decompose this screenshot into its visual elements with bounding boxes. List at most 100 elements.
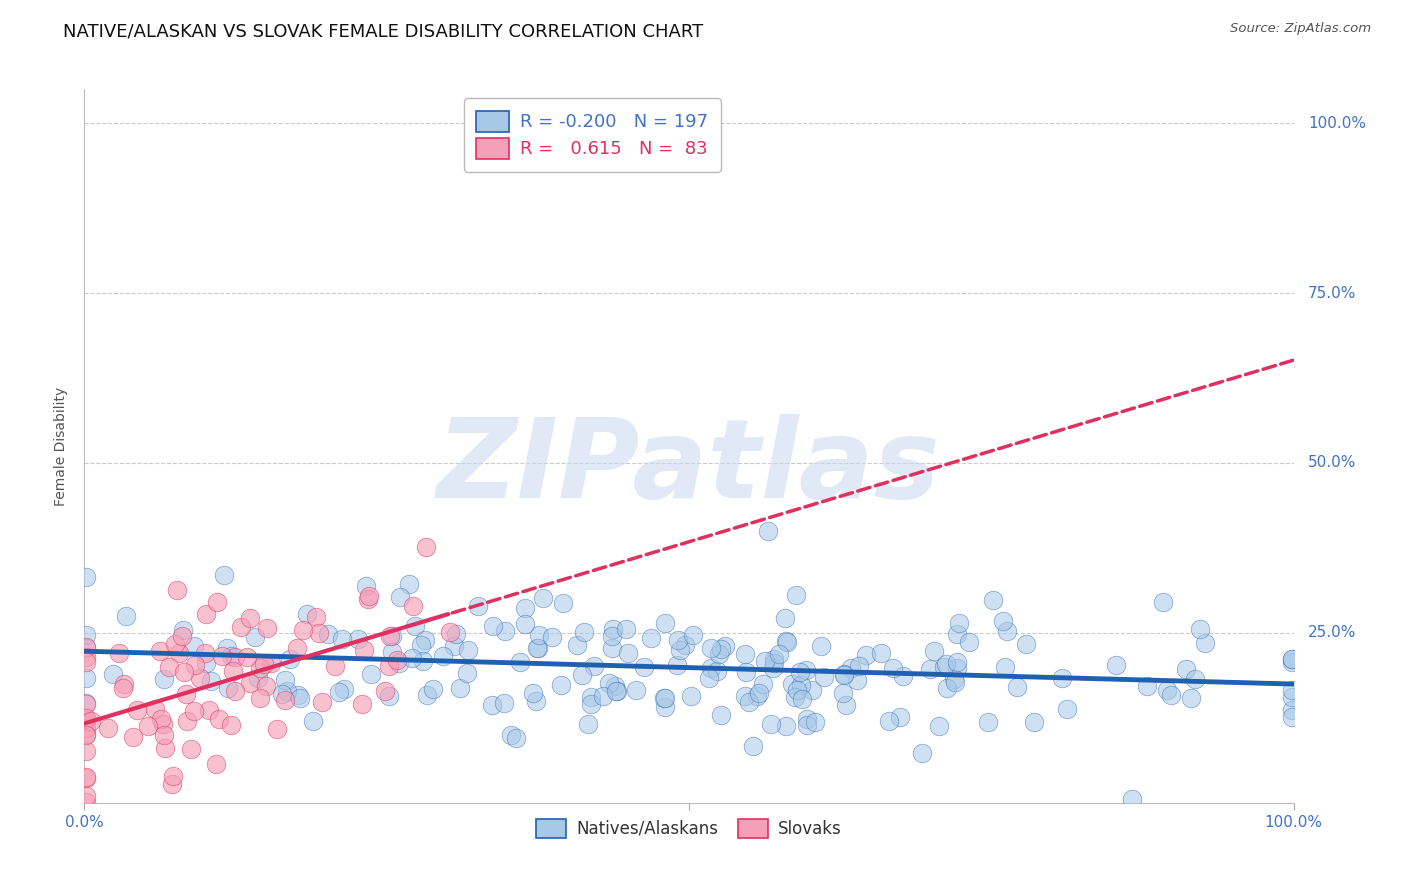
Point — [845, 673, 868, 687]
Point — [948, 616, 970, 631]
Text: 25.0%: 25.0% — [1308, 625, 1357, 640]
Point — [432, 649, 454, 664]
Point — [249, 691, 271, 706]
Point — [194, 647, 217, 661]
Point — [1022, 715, 1045, 730]
Point — [1175, 662, 1198, 676]
Point — [666, 658, 689, 673]
Point — [160, 777, 183, 791]
Point — [205, 756, 228, 771]
Point — [122, 730, 145, 744]
Point — [211, 649, 233, 664]
Point — [350, 697, 373, 711]
Point — [505, 731, 527, 745]
Point — [626, 682, 648, 697]
Point — [357, 589, 380, 603]
Point — [752, 677, 775, 691]
Point — [256, 621, 278, 635]
Point — [75, 570, 97, 584]
Point — [194, 607, 217, 621]
Point — [149, 643, 172, 657]
Point — [617, 646, 640, 660]
Point — [794, 664, 817, 678]
Point — [112, 681, 135, 696]
Point — [531, 591, 554, 606]
Point — [176, 714, 198, 728]
Point — [97, 721, 120, 735]
Y-axis label: Female Disability: Female Disability — [55, 386, 69, 506]
Point — [416, 688, 439, 702]
Point — [259, 656, 281, 670]
Point — [735, 665, 758, 680]
Point — [581, 697, 603, 711]
Text: Source: ZipAtlas.com: Source: ZipAtlas.com — [1230, 22, 1371, 36]
Point — [456, 665, 478, 680]
Point — [402, 599, 425, 614]
Point — [305, 610, 328, 624]
Point — [108, 646, 131, 660]
Point — [208, 712, 231, 726]
Point — [246, 671, 269, 685]
Point — [311, 695, 333, 709]
Point — [215, 641, 238, 656]
Point — [763, 652, 786, 666]
Point — [553, 596, 575, 610]
Point — [768, 647, 790, 661]
Point — [800, 683, 823, 698]
Point — [422, 682, 444, 697]
Point — [217, 681, 239, 695]
Point — [184, 657, 207, 672]
Point — [231, 620, 253, 634]
Point — [1014, 637, 1036, 651]
Point — [153, 672, 176, 686]
Point — [381, 644, 404, 658]
Point — [526, 640, 548, 655]
Point — [832, 686, 855, 700]
Point — [276, 684, 298, 698]
Point — [167, 646, 190, 660]
Point — [75, 772, 97, 786]
Point — [734, 689, 756, 703]
Point — [835, 698, 858, 712]
Point — [180, 742, 202, 756]
Point — [183, 704, 205, 718]
Point — [602, 622, 624, 636]
Point — [832, 667, 855, 681]
Point — [946, 655, 969, 669]
Point — [572, 625, 595, 640]
Point — [378, 690, 401, 704]
Point — [877, 714, 900, 728]
Point — [357, 591, 380, 606]
Point — [1281, 709, 1303, 723]
Point — [347, 632, 370, 646]
Point — [174, 687, 197, 701]
Point — [457, 643, 479, 657]
Point — [75, 697, 97, 711]
Point — [75, 650, 97, 665]
Point — [1050, 671, 1073, 685]
Point — [654, 690, 676, 705]
Point — [977, 715, 1000, 730]
Text: ZIPatlas: ZIPatlas — [437, 414, 941, 521]
Point — [785, 588, 807, 602]
Point — [1056, 702, 1078, 716]
Point — [381, 629, 404, 643]
Point — [200, 673, 222, 688]
Point — [75, 714, 97, 729]
Point — [274, 693, 297, 707]
Point — [114, 608, 136, 623]
Point — [614, 622, 637, 636]
Point — [918, 662, 941, 676]
Point — [224, 683, 246, 698]
Point — [245, 630, 267, 644]
Point — [153, 741, 176, 756]
Point — [222, 664, 245, 678]
Point — [571, 668, 593, 682]
Point — [150, 712, 173, 726]
Point — [1281, 655, 1303, 669]
Point — [679, 689, 702, 703]
Point — [707, 647, 730, 661]
Point — [848, 658, 870, 673]
Point — [813, 670, 835, 684]
Text: NATIVE/ALASKAN VS SLOVAK FEMALE DISABILITY CORRELATION CHART: NATIVE/ALASKAN VS SLOVAK FEMALE DISABILI… — [63, 22, 703, 40]
